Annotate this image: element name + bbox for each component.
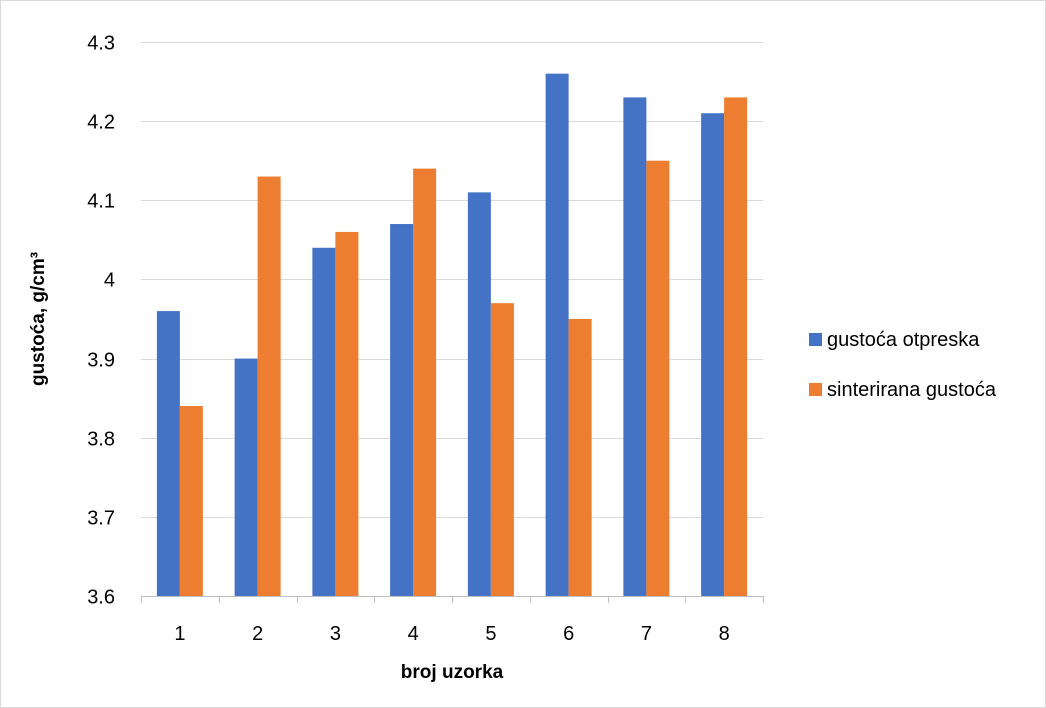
- legend-swatch-1: [809, 333, 822, 346]
- y-tick-label-2: 3.8: [87, 429, 115, 451]
- bar-series1-2: [234, 358, 258, 596]
- x-tick-label-2: 2: [252, 623, 263, 645]
- legend-swatch-2: [809, 383, 822, 396]
- y-tick-label-7: 4.3: [87, 33, 115, 55]
- x-tick-label-7: 7: [641, 623, 652, 645]
- x-axis-title: broj uzorka: [401, 662, 504, 683]
- x-tick-label-3: 3: [330, 623, 341, 645]
- bar-series1-1: [156, 311, 180, 596]
- bar-series1-8: [701, 113, 725, 596]
- y-tick-label-5: 4.1: [87, 191, 115, 213]
- bar-series1-5: [467, 192, 491, 596]
- bar-series2-4: [413, 168, 437, 596]
- bar-series2-1: [179, 406, 203, 596]
- y-tick-label-0: 3.6: [87, 587, 115, 609]
- bar-series2-8: [724, 97, 748, 597]
- y-tick-label-4: 4: [104, 270, 115, 292]
- bar-series1-3: [312, 247, 336, 596]
- bar-series1-4: [390, 224, 414, 596]
- x-tick-label-6: 6: [563, 623, 574, 645]
- y-tick-label-1: 3.7: [87, 508, 115, 530]
- y-tick-label-3: 3.9: [87, 350, 115, 372]
- bar-series2-7: [646, 160, 670, 596]
- legend-label-2: sinterirana gustoća: [827, 379, 997, 401]
- legend: gustoća otpreska sinterirana gustoća: [809, 329, 997, 401]
- x-tick-label-8: 8: [719, 623, 730, 645]
- bar-series2-2: [257, 176, 281, 597]
- x-tick-label-1: 1: [174, 623, 185, 645]
- y-axis-title: gustoća, g/cm³: [28, 252, 49, 386]
- bar-series2-5: [490, 303, 514, 596]
- legend-label-1: gustoća otpreska: [827, 329, 980, 351]
- bars: [156, 73, 748, 597]
- bar-series2-6: [568, 319, 592, 596]
- x-tick-label-4: 4: [408, 623, 419, 645]
- y-tick-label-6: 4.2: [87, 112, 115, 134]
- x-tick-label-5: 5: [485, 623, 496, 645]
- bar-series1-6: [545, 73, 569, 596]
- bar-series1-7: [623, 97, 647, 597]
- axes: 3.6 3.7 3.8 3.9 4 4.1 4.2 4.3 1 2 3 4 5 6 7 8: [87, 33, 764, 645]
- bar-series2-3: [335, 231, 359, 596]
